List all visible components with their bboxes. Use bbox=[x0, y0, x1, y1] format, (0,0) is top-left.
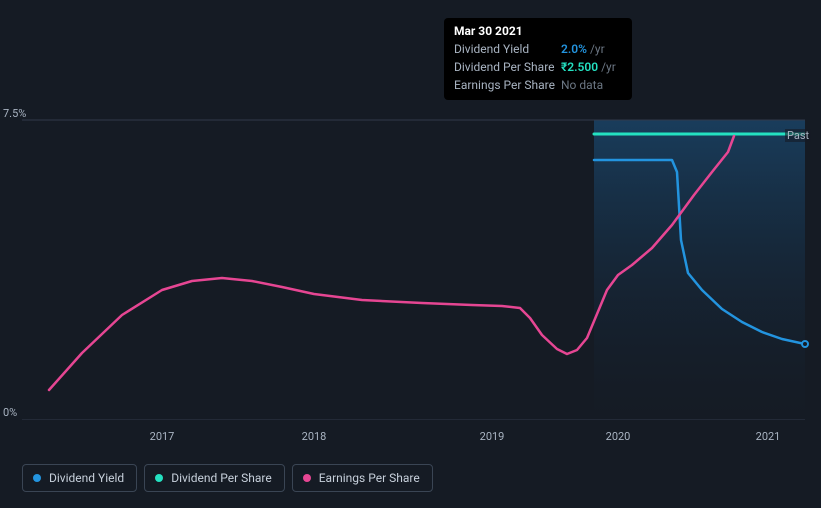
legend-label: Dividend Per Share bbox=[171, 471, 272, 485]
x-axis-labels: 2017 2018 2019 2020 2021 bbox=[22, 430, 805, 444]
past-badge: Past bbox=[785, 129, 811, 142]
tooltip-row-value: No data bbox=[561, 76, 622, 94]
tooltip-row-label: Dividend Per Share bbox=[454, 58, 561, 76]
chart-tooltip: Mar 30 2021 Dividend Yield2.0% /yrDivide… bbox=[444, 18, 632, 100]
x-label: 2020 bbox=[606, 430, 631, 443]
x-label: 2018 bbox=[302, 430, 327, 443]
chart-area[interactable]: Past bbox=[22, 0, 805, 420]
legend-dot-icon bbox=[33, 474, 41, 482]
x-label: 2019 bbox=[480, 430, 505, 443]
legend-dot-icon bbox=[303, 474, 311, 482]
legend: Dividend Yield Dividend Per Share Earnings… bbox=[22, 464, 433, 492]
legend-item[interactable]: Dividend Yield bbox=[22, 464, 137, 492]
x-label: 2021 bbox=[756, 430, 781, 443]
chart-svg bbox=[22, 0, 805, 420]
tooltip-row-value: ₹2.500 /yr bbox=[561, 58, 622, 76]
legend-label: Dividend Yield bbox=[49, 471, 124, 485]
tooltip-table: Dividend Yield2.0% /yrDividend Per Share… bbox=[454, 40, 622, 94]
tooltip-date: Mar 30 2021 bbox=[454, 24, 622, 38]
tooltip-row-label: Dividend Yield bbox=[454, 40, 561, 58]
legend-item[interactable]: Earnings Per Share bbox=[292, 464, 433, 492]
y-min-label: 0% bbox=[3, 406, 17, 419]
legend-label: Earnings Per Share bbox=[319, 471, 420, 485]
tooltip-row-label: Earnings Per Share bbox=[454, 76, 561, 94]
tooltip-row-value: 2.0% /yr bbox=[561, 40, 622, 58]
legend-dot-icon bbox=[155, 474, 163, 482]
x-label: 2017 bbox=[150, 430, 175, 443]
end-marker-dot bbox=[801, 340, 809, 348]
legend-item[interactable]: Dividend Per Share bbox=[144, 464, 285, 492]
y-max-label: 7.5% bbox=[3, 107, 26, 120]
